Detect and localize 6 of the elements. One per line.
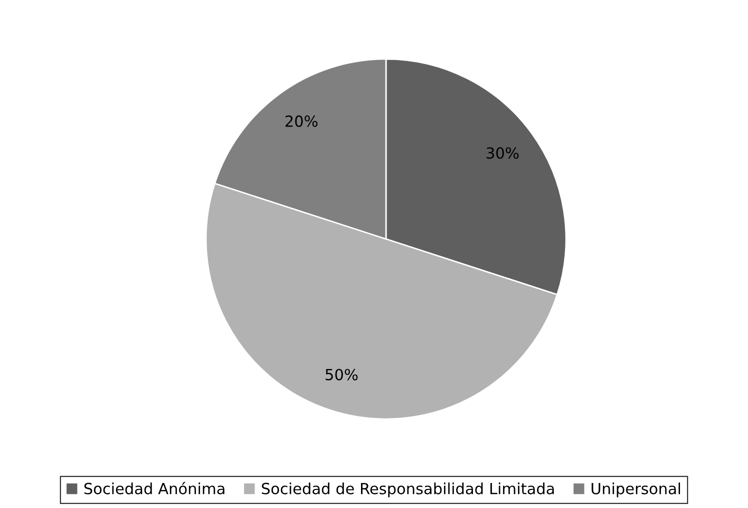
legend-label: Sociedad de Responsabilidad Limitada <box>262 482 554 498</box>
legend-label: Unipersonal <box>592 482 680 498</box>
data-label: 30% <box>486 147 519 159</box>
data-label: 20% <box>286 115 318 127</box>
data-label: 50% <box>326 368 358 380</box>
legend-label: Sociedad Anónima <box>84 482 224 494</box>
